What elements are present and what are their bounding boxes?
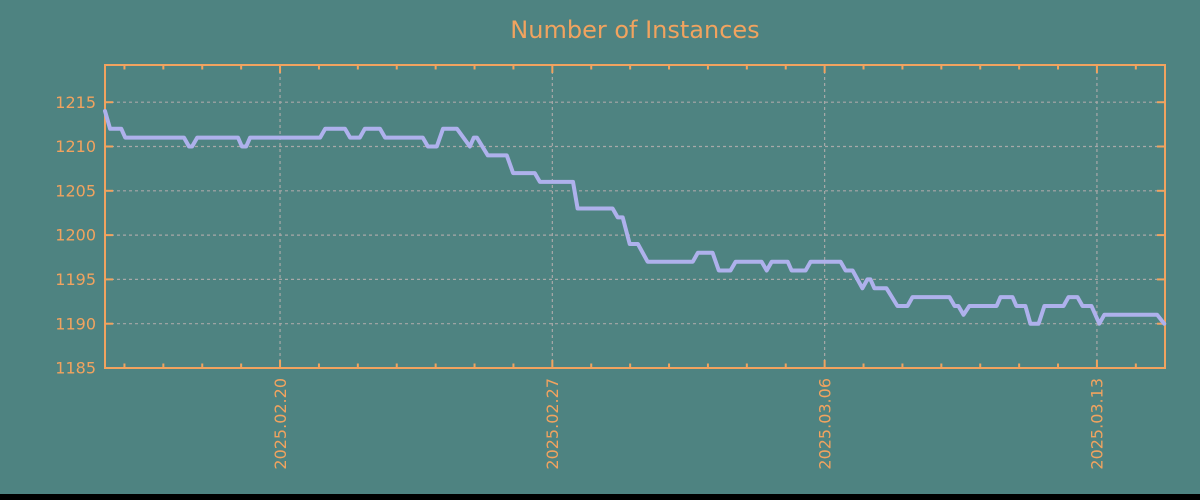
series-line bbox=[103, 109, 1167, 326]
y-tick-label: 1195 bbox=[55, 270, 96, 289]
y-tick-label: 1210 bbox=[55, 137, 96, 156]
x-tick-label: 2025.02.20 bbox=[271, 378, 290, 470]
x-tick-label: 2025.02.27 bbox=[543, 378, 562, 470]
y-tick-label: 1205 bbox=[55, 181, 96, 200]
chart-title: Number of Instances bbox=[510, 16, 760, 44]
plot-border bbox=[104, 64, 1166, 369]
bottom-bar bbox=[0, 494, 1200, 500]
y-tick-label: 1215 bbox=[55, 93, 96, 112]
y-tick-label: 1190 bbox=[55, 314, 96, 333]
x-tick-label: 2025.03.06 bbox=[815, 378, 834, 470]
x-tick-label: 2025.03.13 bbox=[1088, 378, 1107, 470]
y-tick-label: 1185 bbox=[55, 359, 96, 378]
y-tick-label: 1200 bbox=[55, 226, 96, 245]
